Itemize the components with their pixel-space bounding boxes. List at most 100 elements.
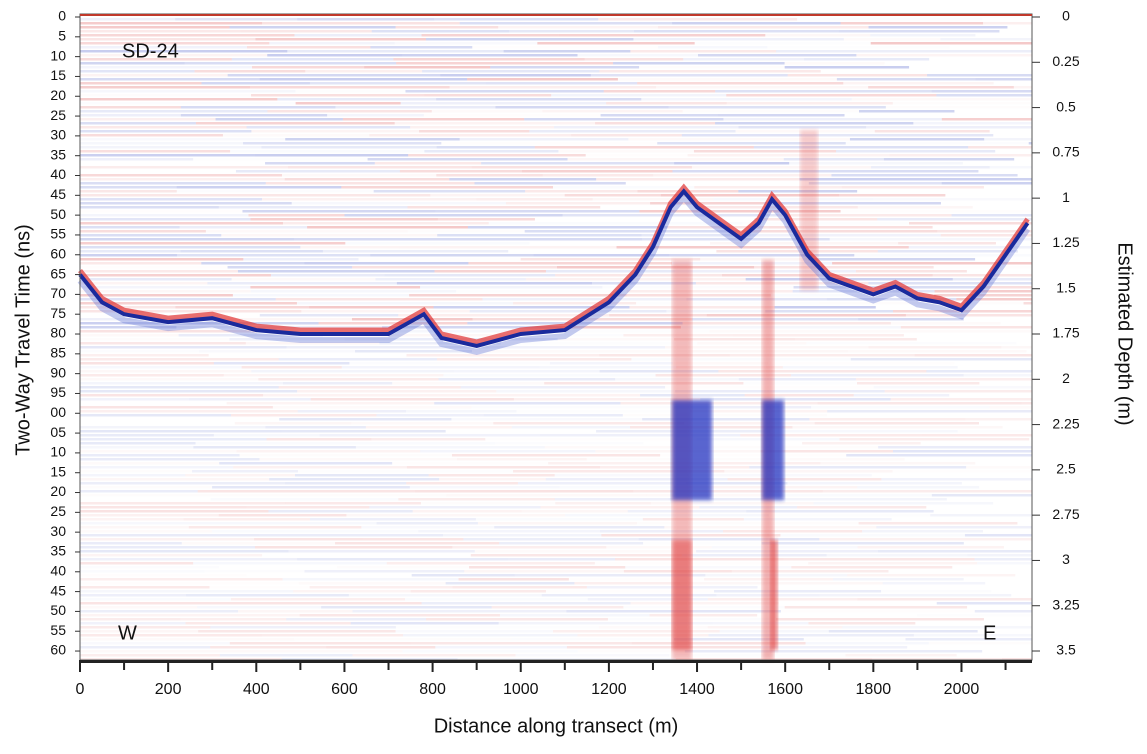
texture-band	[80, 210, 242, 213]
texture-band	[371, 30, 510, 33]
texture-band	[802, 442, 921, 445]
texture-band	[245, 342, 380, 345]
texture-band	[293, 590, 411, 593]
texture-band	[373, 190, 526, 193]
texture-band	[210, 322, 319, 325]
texture-band	[514, 574, 706, 577]
texture-band	[262, 22, 460, 25]
texture-band	[722, 530, 863, 533]
texture-band	[476, 198, 593, 201]
texture-band	[674, 162, 790, 165]
texture-band	[505, 238, 643, 241]
texture-band	[188, 398, 311, 401]
texture-band	[878, 550, 1032, 553]
texture-band	[180, 250, 323, 253]
texture-band	[232, 294, 410, 297]
texture-band	[278, 386, 461, 389]
texture-band	[826, 554, 968, 557]
texture-band	[858, 522, 1018, 525]
texture-band	[80, 106, 181, 109]
texture-band	[606, 546, 712, 549]
texture-band	[287, 50, 504, 53]
texture-band	[246, 506, 370, 509]
texture-band	[977, 286, 1032, 289]
y-tick-label: 15	[50, 67, 66, 83]
texture-band	[210, 626, 396, 629]
texture-band	[80, 70, 195, 73]
texture-band	[80, 494, 277, 497]
texture-band	[80, 610, 239, 613]
texture-band	[557, 266, 755, 269]
texture-band	[545, 270, 675, 273]
texture-band	[433, 306, 630, 309]
texture-band	[780, 534, 964, 537]
texture-band	[436, 146, 535, 149]
texture-band	[770, 170, 979, 173]
texture-band	[505, 202, 651, 205]
texture-band	[452, 586, 587, 589]
texture-band	[80, 374, 224, 377]
texture-band	[513, 302, 637, 305]
texture-band	[642, 418, 810, 421]
texture-band	[80, 410, 298, 413]
texture-band	[474, 182, 626, 185]
texture-band	[511, 426, 631, 429]
texture-band	[193, 562, 387, 565]
texture-band	[840, 22, 984, 25]
texture-band	[355, 350, 472, 353]
y-tick-label: 35	[50, 146, 66, 162]
texture-band	[746, 510, 934, 513]
texture-band	[198, 350, 356, 353]
texture-band	[321, 606, 492, 609]
texture-band	[525, 190, 638, 193]
texture-band	[544, 382, 744, 385]
texture-band	[633, 490, 823, 493]
texture-band	[177, 190, 374, 193]
y-tick-label: 50	[50, 602, 66, 618]
texture-band	[258, 378, 439, 381]
texture-band	[209, 586, 309, 589]
texture-band	[80, 606, 198, 609]
texture-band	[672, 362, 769, 365]
texture-band	[871, 658, 1002, 661]
texture-band	[783, 158, 884, 161]
texture-band	[595, 122, 716, 125]
texture-band	[285, 138, 460, 141]
texture-band	[672, 22, 841, 25]
texture-band	[545, 478, 728, 481]
texture-band	[975, 78, 1032, 81]
texture-band	[463, 538, 639, 541]
texture-band	[250, 218, 438, 221]
texture-band	[753, 146, 969, 149]
texture-band	[633, 38, 844, 41]
x-tick-label: 1400	[679, 681, 715, 698]
texture-band	[777, 214, 952, 217]
texture-band	[623, 414, 827, 417]
texture-band	[305, 70, 423, 73]
texture-band	[183, 518, 310, 521]
texture-band	[469, 310, 667, 313]
y-tick-label: 15	[50, 463, 66, 479]
texture-band	[554, 126, 739, 129]
texture-band	[80, 406, 273, 409]
texture-band	[641, 98, 852, 101]
texture-band	[449, 178, 597, 181]
texture-band	[884, 390, 1032, 393]
texture-band	[80, 622, 186, 625]
texture-band	[765, 494, 931, 497]
texture-band	[204, 570, 304, 573]
texture-band	[675, 390, 885, 393]
texture-band	[1013, 86, 1032, 89]
texture-band	[713, 198, 874, 201]
texture-band	[251, 370, 454, 373]
texture-band	[402, 54, 578, 57]
texture-band	[956, 298, 1032, 301]
texture-band	[874, 130, 990, 133]
texture-band	[623, 606, 784, 609]
texture-band	[206, 650, 403, 653]
texture-band	[631, 358, 850, 361]
texture-band	[936, 94, 1032, 97]
texture-band	[301, 310, 470, 313]
texture-band	[467, 78, 618, 81]
texture-band	[394, 122, 596, 125]
